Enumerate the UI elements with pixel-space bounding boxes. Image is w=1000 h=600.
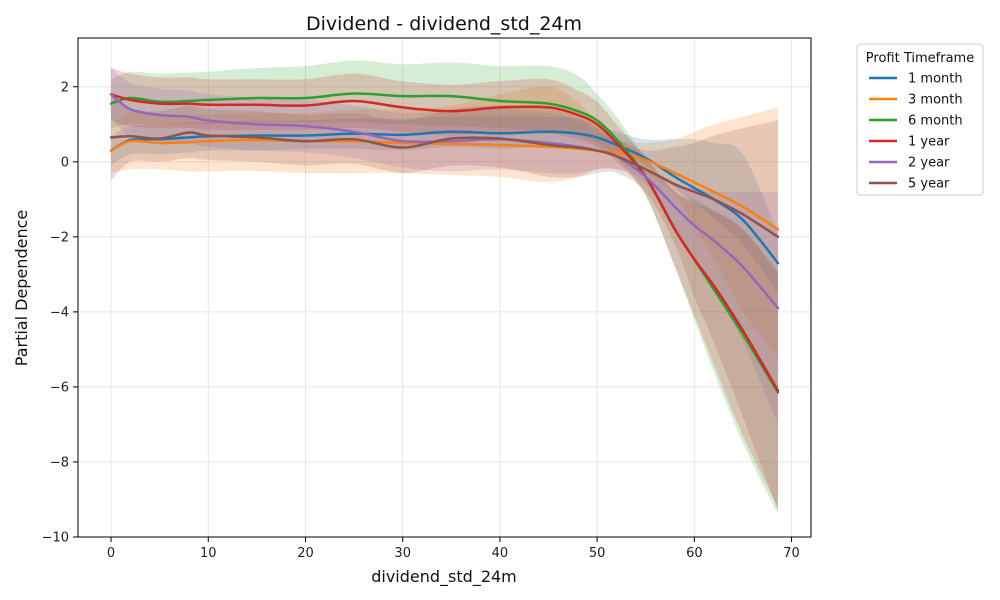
band-2-year (111, 68, 778, 425)
x-axis-title: dividend_std_24m (371, 567, 517, 587)
band-1-year (111, 68, 778, 507)
legend-label: 6 month (908, 114, 963, 129)
line-1-year (109, 93, 780, 392)
legend-label: 5 year (908, 177, 950, 192)
y-axis-title: Partial Dependence (12, 210, 31, 366)
y-tick-label: −10 (42, 531, 69, 546)
x-tick-label: 70 (783, 546, 800, 561)
legend-label: 1 year (908, 135, 950, 150)
x-tick-label: 60 (686, 546, 703, 561)
y-tick-label: 0 (61, 155, 69, 170)
legend-title: Profit Timeframe (866, 51, 974, 66)
plot-area-frame (77, 37, 812, 538)
series-lines (109, 92, 780, 394)
legend-label: 3 month (908, 93, 963, 108)
legend-label: 2 year (908, 156, 950, 171)
y-axis-ticks: −10 −8 −6 −4 −2 0 2 (42, 80, 78, 546)
x-tick-label: 10 (200, 546, 217, 561)
y-tick-label: −6 (50, 380, 69, 395)
confidence-bands (111, 60, 778, 515)
x-tick-label: 20 (297, 546, 314, 561)
y-tick-label: −8 (50, 455, 69, 470)
band-6-month (111, 60, 778, 515)
y-tick-label: −4 (50, 305, 69, 320)
legend-box (856, 43, 984, 196)
x-tick-label: 40 (492, 546, 509, 561)
band-5-year (111, 94, 778, 511)
line-3-month (109, 138, 780, 231)
x-tick-label: 50 (589, 546, 606, 561)
y-tick-label: −2 (50, 230, 69, 245)
legend-label: 1 month (908, 72, 963, 87)
x-tick-label: 0 (107, 546, 115, 561)
line-1-month (109, 130, 780, 265)
y-tick-label: 2 (61, 80, 69, 95)
chart-title: Dividend - dividend_std_24m (306, 13, 582, 35)
x-tick-label: 30 (394, 546, 411, 561)
legend-items: 1 month 3 month 6 month 1 year 2 year 5 year (869, 72, 963, 192)
x-axis-ticks: 0 10 20 30 40 50 60 70 (107, 537, 800, 561)
line-5-year (109, 131, 780, 239)
